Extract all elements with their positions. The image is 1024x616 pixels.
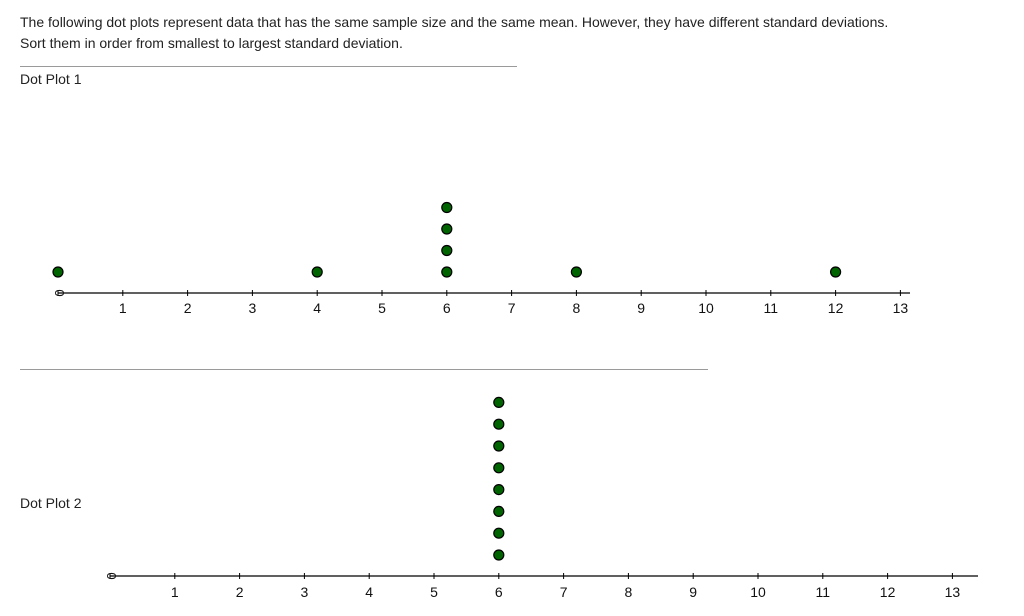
x-tick-label: 12 — [828, 300, 844, 316]
x-tick-label: 4 — [365, 584, 373, 600]
dot-plot-2: 01 2 3 4 5 6 7 8 9 10 11 12 13 — [104, 396, 978, 600]
data-dot — [441, 201, 453, 214]
x-tick-label: 0 — [104, 572, 119, 579]
x-tick-label: 10 — [750, 584, 766, 600]
x-tick-label: 5 — [430, 584, 438, 600]
x-tick-label: 6 — [495, 584, 503, 600]
divider-middle — [20, 369, 708, 370]
x-tick-label: 12 — [880, 584, 896, 600]
dot-plot-2-title: Dot Plot 2 — [20, 495, 82, 511]
data-dot — [493, 462, 505, 474]
x-tick-label: 1 — [119, 300, 127, 316]
instructions: The following dot plots represent data t… — [20, 12, 1010, 54]
data-dot — [441, 266, 453, 278]
data-dot — [829, 266, 842, 278]
x-tick-label: 9 — [689, 584, 697, 600]
x-tick-label: 11 — [764, 300, 779, 316]
x-tick-label: 3 — [301, 584, 309, 600]
data-dot — [441, 223, 453, 235]
x-tick-label: 9 — [637, 300, 645, 316]
x-tick-label: 2 — [236, 584, 244, 600]
x-tick-label: 0 — [52, 289, 67, 296]
x-tick-label: 11 — [816, 584, 831, 600]
x-tick-label: 5 — [378, 300, 386, 316]
data-dot — [311, 266, 323, 278]
data-dot — [441, 244, 453, 257]
x-tick-label: 1 — [171, 584, 179, 600]
dot-plot-1-title: Dot Plot 1 — [20, 71, 82, 87]
x-tick-label: 8 — [573, 300, 581, 316]
divider-top — [20, 66, 517, 67]
x-tick-label: 2 — [184, 300, 192, 316]
x-tick-label: 7 — [560, 584, 568, 600]
x-tick-label: 13 — [893, 300, 909, 316]
data-dot — [493, 440, 505, 452]
data-dot — [493, 396, 505, 408]
x-tick-label: 13 — [945, 584, 961, 600]
data-dot — [493, 483, 505, 496]
dot-plot-1: 01 2 3 4 5 6 7 8 9 10 11 12 13 — [52, 201, 910, 316]
x-tick-label: 6 — [443, 300, 451, 316]
data-dot — [493, 527, 505, 539]
data-dot — [570, 266, 583, 278]
x-tick-label: 7 — [508, 300, 516, 316]
data-dot — [493, 505, 505, 517]
x-tick-label: 8 — [625, 584, 633, 600]
instructions-line-1: The following dot plots represent data t… — [20, 14, 889, 30]
data-dot — [52, 266, 64, 278]
instructions-line-2: Sort them in order from smallest to larg… — [20, 35, 403, 51]
x-tick-label: 4 — [313, 300, 321, 316]
x-tick-label: 3 — [249, 300, 257, 316]
x-tick-label: 10 — [698, 300, 714, 316]
data-dot — [493, 418, 505, 430]
data-dot — [493, 549, 505, 561]
